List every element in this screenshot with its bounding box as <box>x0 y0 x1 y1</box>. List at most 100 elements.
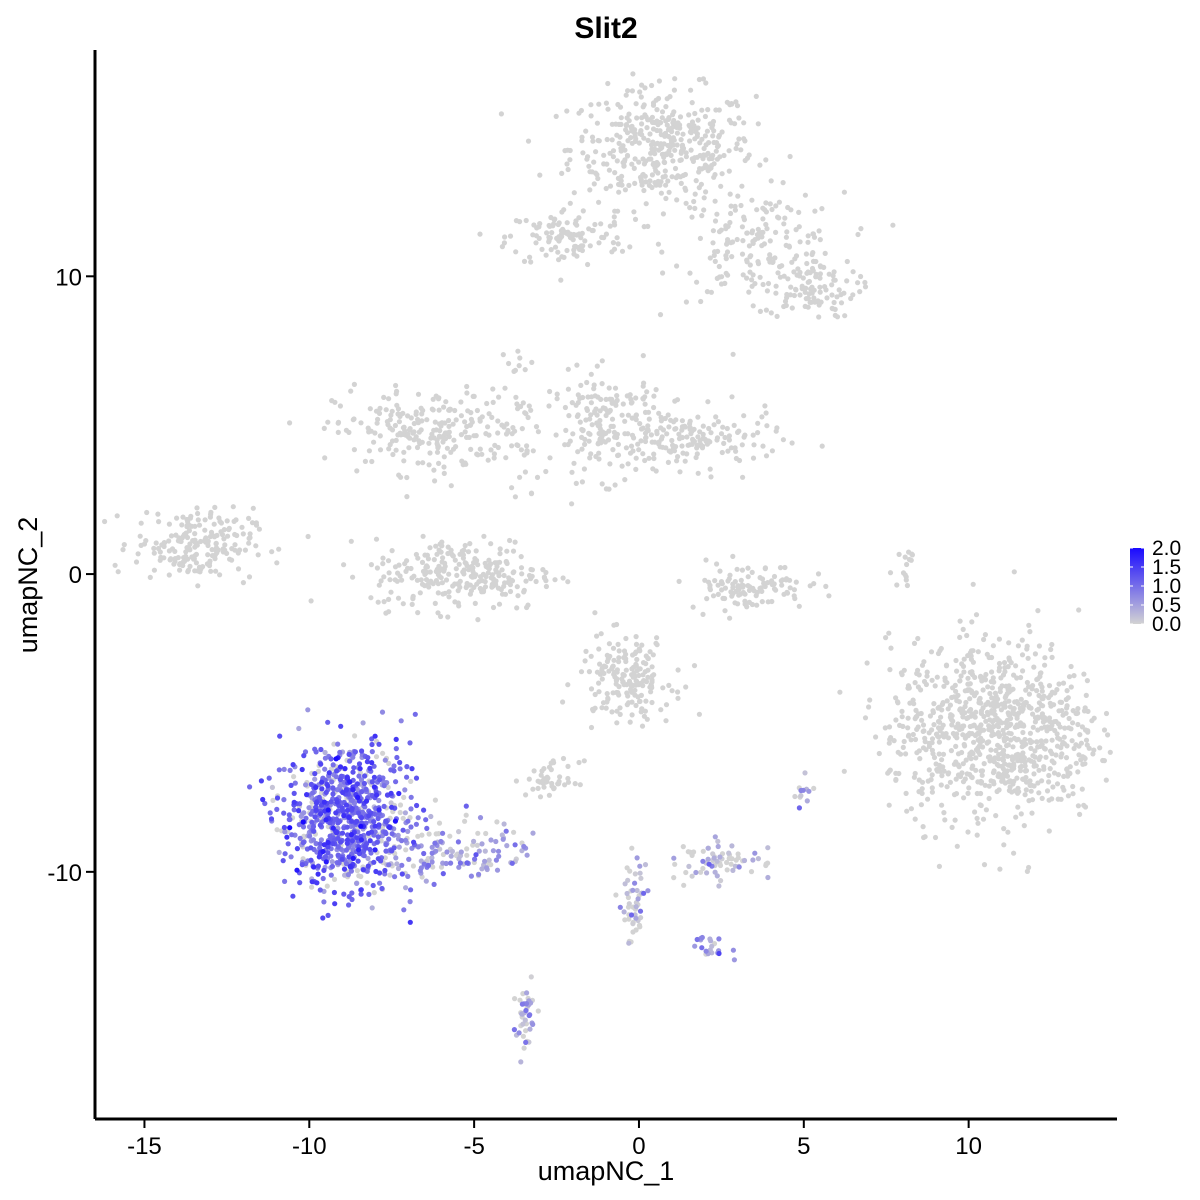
cell-point <box>804 260 810 267</box>
cell-point <box>539 778 545 785</box>
cell-point <box>363 798 370 804</box>
cell-point <box>563 427 569 433</box>
cell-point <box>613 402 619 408</box>
cell-point <box>393 736 399 743</box>
cell-point <box>468 446 474 452</box>
cell-point <box>777 565 784 571</box>
cell-point <box>576 231 582 237</box>
cell-point <box>619 182 625 188</box>
cell-point <box>368 595 374 601</box>
cell-point <box>1061 741 1068 747</box>
cell-point <box>166 521 172 527</box>
cell-point <box>364 868 370 874</box>
cell-point <box>697 235 704 241</box>
cell-point <box>448 483 454 489</box>
cell-point <box>614 669 620 675</box>
cell-point <box>809 265 816 272</box>
cell-point <box>444 849 450 855</box>
cell-point <box>1085 729 1091 735</box>
cell-point <box>372 430 378 436</box>
cell-point <box>763 453 770 459</box>
cell-point <box>452 557 458 563</box>
cell-point <box>629 712 635 718</box>
cell-point <box>616 140 622 146</box>
cell-point <box>348 832 354 838</box>
cell-point <box>634 656 640 663</box>
cell-point <box>641 890 647 896</box>
cell-point <box>665 459 672 465</box>
cell-point <box>702 133 709 139</box>
cell-point <box>717 862 724 869</box>
cell-point <box>521 258 528 264</box>
cell-point <box>564 108 570 114</box>
cell-point <box>1076 752 1082 758</box>
cell-point <box>906 732 912 738</box>
cell-point <box>286 812 292 818</box>
cell-point <box>573 480 579 486</box>
cell-point <box>969 711 976 717</box>
cell-point <box>1015 804 1021 810</box>
cell-point <box>477 574 484 580</box>
cell-point <box>404 474 410 481</box>
cell-point <box>779 263 785 269</box>
cell-point <box>1029 686 1035 692</box>
cell-point <box>715 419 722 425</box>
cell-point <box>208 511 214 517</box>
cell-point <box>340 808 346 814</box>
cell-point <box>792 595 798 602</box>
cell-point <box>658 707 664 713</box>
cell-point <box>1006 779 1012 785</box>
cell-point <box>405 431 411 437</box>
cell-point <box>321 425 327 431</box>
cell-point <box>519 1011 525 1017</box>
cell-point <box>609 709 615 715</box>
cell-point <box>632 216 639 222</box>
cell-point <box>754 602 760 608</box>
cell-point <box>640 396 646 402</box>
cell-point <box>739 251 746 257</box>
cell-point <box>579 134 585 140</box>
cell-point <box>812 299 818 305</box>
cell-point <box>700 423 706 429</box>
cell-point <box>798 787 804 794</box>
cell-point <box>626 940 632 946</box>
cell-point <box>610 240 617 246</box>
cell-point <box>715 843 721 850</box>
cell-point <box>749 601 756 608</box>
cell-point <box>625 431 631 437</box>
cell-point <box>510 548 517 554</box>
cell-point <box>645 137 651 143</box>
cell-point <box>471 560 477 566</box>
cell-point <box>225 533 231 539</box>
cell-point <box>325 850 331 856</box>
cell-point <box>651 455 657 462</box>
cell-point <box>763 410 769 416</box>
cell-point <box>722 280 728 286</box>
cell-point <box>627 719 633 725</box>
cell-point <box>653 387 659 393</box>
cell-point <box>966 785 972 791</box>
legend-ticks: 0.00.51.01.52.0 <box>1130 537 1181 636</box>
cell-point <box>1023 787 1029 793</box>
cell-point <box>303 815 309 821</box>
cell-point <box>687 421 693 427</box>
cell-point <box>725 237 731 243</box>
x-axis-ticks: -15 -10 -5 0 5 10 <box>127 1119 982 1160</box>
y-axis-label: umapNC_2 <box>13 517 43 654</box>
cell-point <box>683 299 690 305</box>
cell-point <box>553 113 559 119</box>
cell-point <box>397 802 404 808</box>
cell-point <box>740 272 746 278</box>
cell-point <box>706 156 712 162</box>
cell-point <box>358 887 364 893</box>
cell-point <box>413 821 419 827</box>
cell-point <box>649 664 655 670</box>
cell-point <box>977 802 983 808</box>
cell-point <box>661 159 667 165</box>
cell-point <box>1018 723 1024 729</box>
cell-point <box>932 683 938 689</box>
cell-point <box>157 557 163 563</box>
cell-point <box>633 412 640 418</box>
cell-point <box>994 788 1000 795</box>
cell-point <box>403 847 409 853</box>
